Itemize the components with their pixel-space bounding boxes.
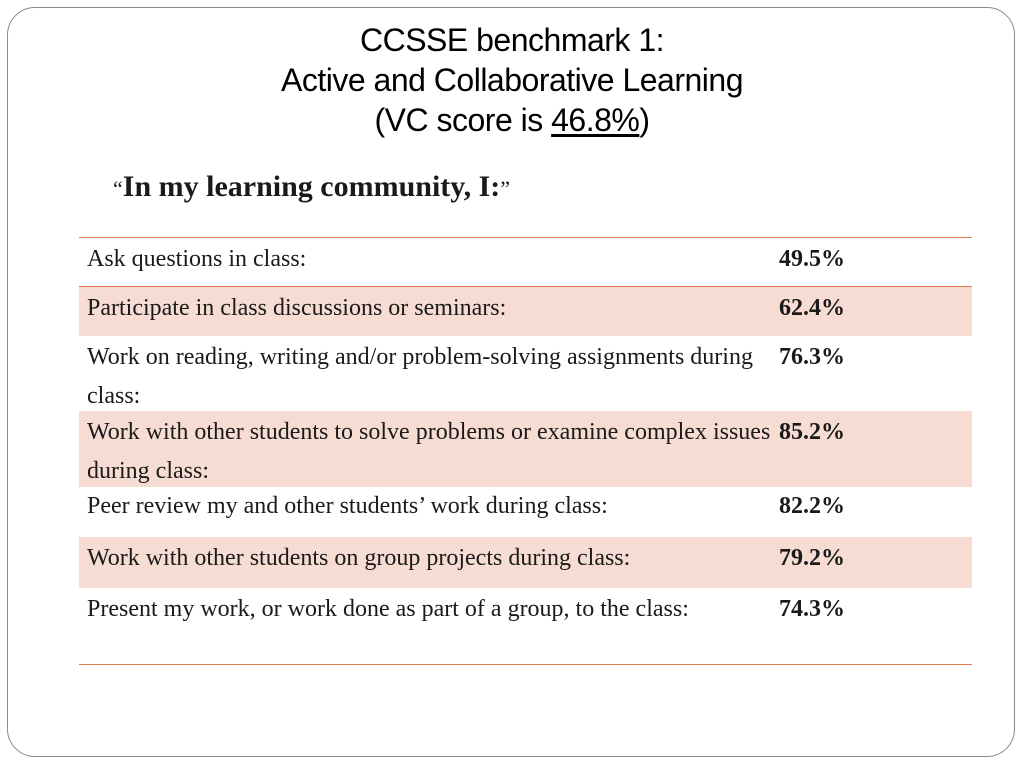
table-row: Ask questions in class: 49.5% — [79, 238, 972, 286]
quote-heading: “In my learning community, I:” — [113, 170, 510, 204]
table-row: Work on reading, writing and/or problem-… — [79, 336, 972, 411]
row-value: 49.5% — [779, 246, 845, 272]
row-label: Ask questions in class: — [87, 246, 307, 272]
row-label: Peer review my and other students’ work … — [87, 493, 608, 519]
row-value: 82.2% — [779, 493, 845, 519]
title-line-3: (VC score is 46.8%) — [0, 100, 1024, 140]
slide-frame — [7, 7, 1015, 757]
score-prefix: (VC score is — [374, 102, 552, 138]
row-label: Work with other students on group projec… — [87, 545, 631, 571]
open-quote: “ — [113, 176, 123, 201]
table-row: Work with other students to solve proble… — [79, 411, 972, 487]
title-line-2: Active and Collaborative Learning — [280, 62, 744, 98]
row-value: 85.2% — [779, 419, 845, 445]
row-value: 79.2% — [779, 545, 845, 571]
results-table: Ask questions in class: 49.5% Participat… — [79, 237, 972, 665]
row-value: 74.3% — [779, 596, 845, 622]
table-row: Peer review my and other students’ work … — [79, 487, 972, 537]
slide-title: CCSSE benchmark 1: Active and Collaborat… — [0, 20, 1024, 140]
table-row: Present my work, or work done as part of… — [79, 588, 972, 664]
row-label: Work with other students to solve proble… — [87, 419, 771, 484]
close-quote: ” — [500, 176, 511, 201]
table-row: Work with other students on group projec… — [79, 537, 972, 588]
table-row: Participate in class discussions or semi… — [79, 286, 972, 336]
score-suffix: ) — [639, 102, 650, 138]
row-value: 76.3% — [779, 344, 845, 370]
row-label: Work on reading, writing and/or problem-… — [87, 344, 753, 409]
row-value: 62.4% — [779, 295, 845, 321]
title-line-1: CCSSE benchmark 1: — [359, 22, 665, 58]
quote-text: In my learning community, I: — [122, 170, 501, 203]
row-label: Present my work, or work done as part of… — [87, 596, 689, 622]
row-label: Participate in class discussions or semi… — [87, 295, 507, 321]
score-value: 46.8% — [551, 102, 640, 138]
